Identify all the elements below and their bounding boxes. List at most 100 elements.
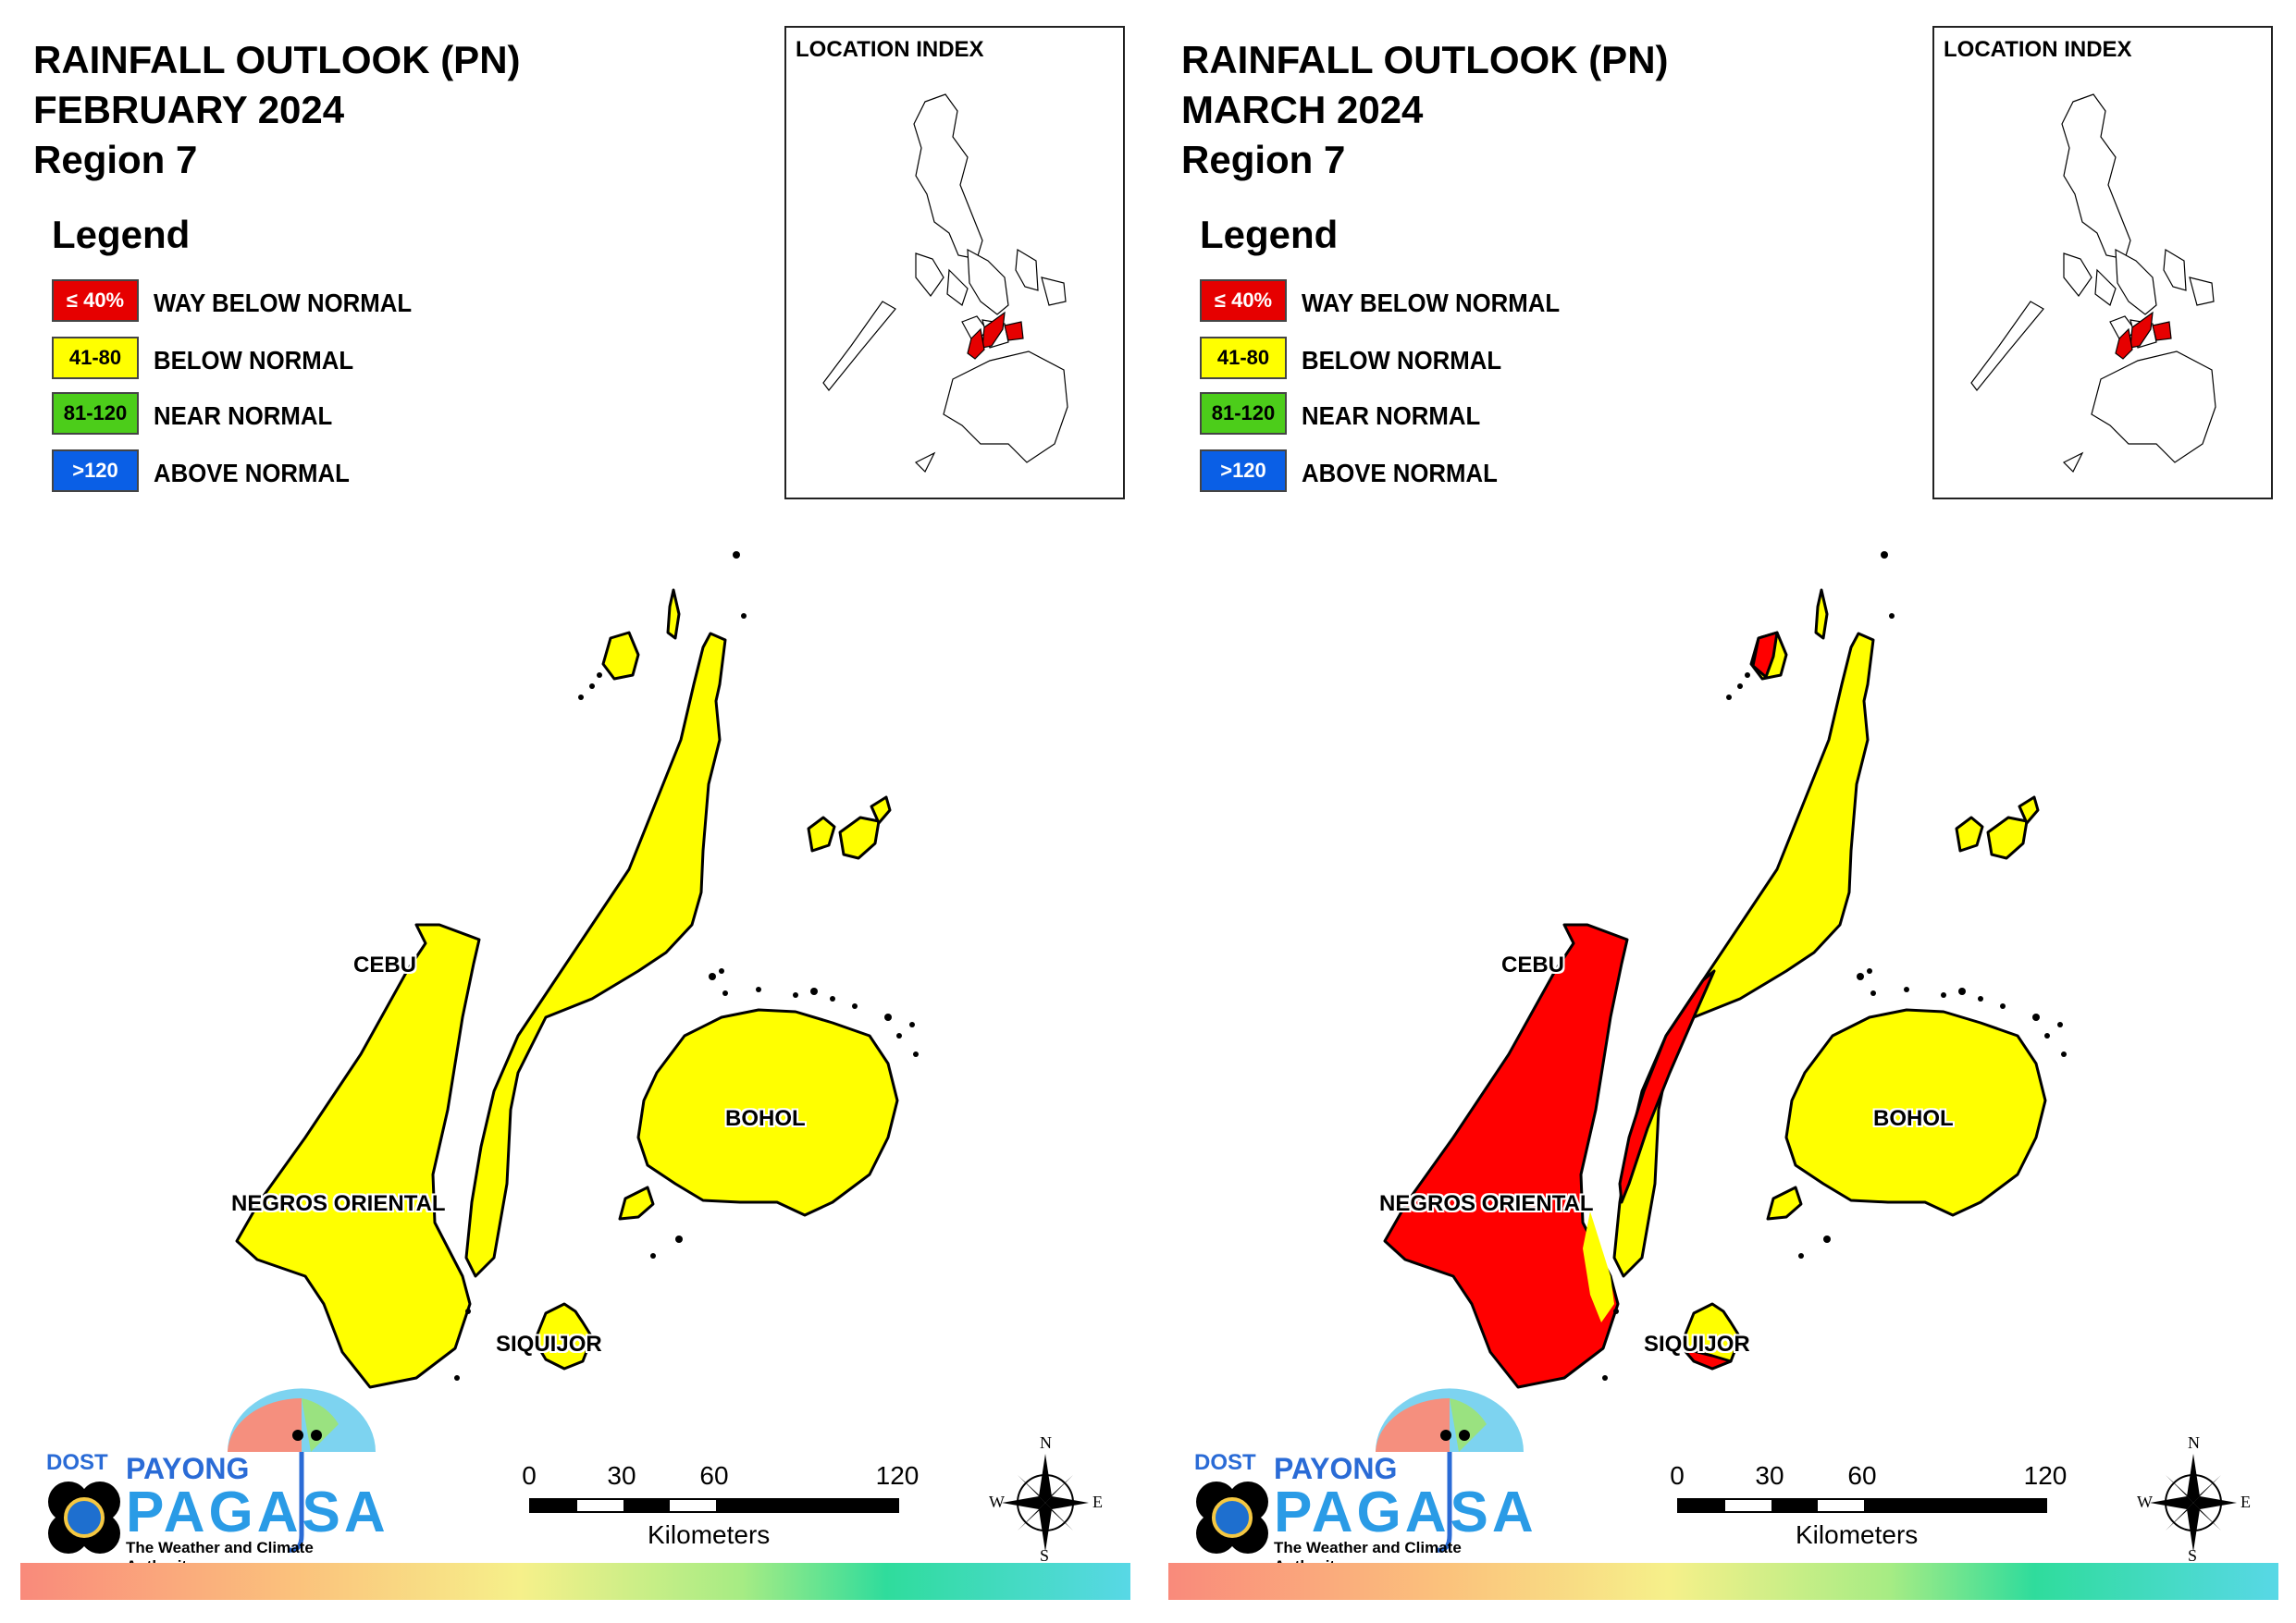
islet-panglao bbox=[1766, 1186, 1803, 1221]
label-siquijor: SIQUIJOR bbox=[496, 1332, 602, 1357]
sun-emblem-icon bbox=[48, 1482, 120, 1554]
compass-rose-icon bbox=[2150, 1454, 2237, 1552]
pagasa-logo: DOST PAYONG PAGASA The Weather and Clima… bbox=[1181, 1387, 1534, 1575]
dost-label: DOST bbox=[1194, 1450, 1256, 1475]
title-line-2: MARCH 2024 bbox=[1181, 88, 1424, 131]
scale-tick-60: 60 bbox=[1847, 1461, 1877, 1490]
islet-camotes-2 bbox=[838, 816, 881, 860]
compass-s: S bbox=[2188, 1546, 2198, 1565]
legend-label: WAY BELOW NORMAL bbox=[154, 289, 413, 317]
islet-camotes-1 bbox=[1955, 816, 1984, 853]
outlook-panel-february: RAINFALL OUTLOOK (PN) FEBRUARY 2024 Regi… bbox=[20, 26, 1130, 1600]
islet-camotes-1 bbox=[807, 816, 836, 853]
compass-n: N bbox=[2188, 1433, 2200, 1452]
scale-unit: Kilometers bbox=[648, 1520, 771, 1549]
label-negros-oriental: NEGROS ORIENTAL bbox=[1379, 1191, 1594, 1216]
label-cebu: CEBU bbox=[353, 953, 417, 977]
islet-panglao bbox=[618, 1186, 655, 1221]
label-bohol: BOHOL bbox=[725, 1106, 806, 1131]
inset-title: LOCATION INDEX bbox=[1944, 37, 2132, 62]
title-line-3: Region 7 bbox=[1181, 138, 1346, 181]
scale-unit: Kilometers bbox=[1796, 1520, 1919, 1549]
label-cebu: CEBU bbox=[1501, 953, 1565, 977]
province-siquijor bbox=[533, 1302, 594, 1371]
legend-label: WAY BELOW NORMAL bbox=[1302, 289, 1561, 317]
province-bohol bbox=[1784, 1008, 2047, 1217]
legend-swatch: 41-80 bbox=[52, 337, 139, 379]
compass-e: E bbox=[2240, 1493, 2251, 1511]
legend-swatch: 81-120 bbox=[52, 392, 139, 435]
legend-label: ABOVE NORMAL bbox=[1302, 459, 1498, 487]
outlook-panel-march: RAINFALL OUTLOOK (PN) MARCH 2024 Region … bbox=[1148, 0, 2296, 1623]
pagasa-label: PAGASA bbox=[126, 1481, 389, 1544]
philippines-locator-map bbox=[822, 93, 1068, 473]
scale-tick-120: 120 bbox=[875, 1461, 920, 1490]
legend-title: Legend bbox=[1200, 213, 1339, 256]
islet-cebu-north-red bbox=[1751, 631, 1779, 679]
legend-swatch: 41-80 bbox=[1200, 337, 1287, 379]
negros-yellow-patch bbox=[1583, 1211, 1614, 1322]
compass-rose-icon bbox=[1002, 1454, 1089, 1552]
province-cebu bbox=[1612, 632, 1875, 1278]
region7-map-february bbox=[235, 551, 919, 1389]
compass-s: S bbox=[1040, 1546, 1050, 1565]
scale-tick-60: 60 bbox=[699, 1461, 729, 1490]
payong-label: PAYONG bbox=[1274, 1452, 1398, 1485]
scale-bar-graphic bbox=[529, 1498, 899, 1513]
title-line-3: Region 7 bbox=[33, 138, 198, 181]
scale-tick-120: 120 bbox=[2023, 1461, 2068, 1490]
legend-label: ABOVE NORMAL bbox=[154, 459, 350, 487]
title-line-1: RAINFALL OUTLOOK (PN) bbox=[1181, 38, 1669, 81]
province-negros-oriental bbox=[1383, 923, 1629, 1389]
title-line-2: FEBRUARY 2024 bbox=[33, 88, 345, 131]
region7-map-march bbox=[1383, 551, 2067, 1389]
scale-bar: 0 30 60 120 Kilometers bbox=[522, 1461, 920, 1554]
legend-label: NEAR NORMAL bbox=[1302, 401, 1481, 430]
pagasa-logo: DOST PAYONG PAGASA The Weather and Clima… bbox=[33, 1387, 386, 1575]
location-index-inset: LOCATION INDEX bbox=[784, 26, 1125, 499]
scale-tick-0: 0 bbox=[1670, 1461, 1685, 1490]
footer-gradient-bar bbox=[20, 1563, 1130, 1600]
umbrella-icon bbox=[1196, 1388, 1524, 1554]
compass-w: W bbox=[989, 1493, 1005, 1511]
islet-bantayan bbox=[666, 588, 681, 640]
dost-label: DOST bbox=[46, 1450, 108, 1475]
legend-swatch: >120 bbox=[52, 449, 139, 492]
legend-label: BELOW NORMAL bbox=[154, 346, 354, 375]
scale-tick-0: 0 bbox=[522, 1461, 537, 1490]
legend-label: NEAR NORMAL bbox=[154, 401, 333, 430]
map-title: RAINFALL OUTLOOK (PN) MARCH 2024 Region … bbox=[1181, 35, 1669, 185]
footer-gradient-bar bbox=[1168, 1563, 2278, 1600]
location-index-inset: LOCATION INDEX bbox=[1932, 26, 2273, 499]
islet-camotes-2 bbox=[1986, 816, 2029, 860]
legend-swatch: >120 bbox=[1200, 449, 1287, 492]
label-negros-oriental: NEGROS ORIENTAL bbox=[231, 1191, 446, 1216]
umbrella-icon bbox=[48, 1388, 376, 1554]
title-line-1: RAINFALL OUTLOOK (PN) bbox=[33, 38, 521, 81]
islet-bantayan bbox=[1814, 588, 1829, 640]
pagasa-label: PAGASA bbox=[1274, 1481, 1537, 1544]
islet-cebu-north bbox=[601, 631, 640, 681]
cebu-red-west-coast bbox=[1618, 969, 1716, 1204]
islet-camotes-3 bbox=[870, 795, 892, 825]
scale-tick-30: 30 bbox=[1755, 1461, 1784, 1490]
province-negros-oriental bbox=[235, 923, 481, 1389]
compass-e: E bbox=[1092, 1493, 1103, 1511]
philippines-locator-map bbox=[1970, 93, 2216, 473]
compass-w: W bbox=[2137, 1493, 2153, 1511]
scale-bar-graphic bbox=[1677, 1498, 2047, 1513]
scale-tick-30: 30 bbox=[607, 1461, 636, 1490]
north-arrow: N S W E bbox=[989, 1433, 1103, 1565]
legend-swatch: ≤ 40% bbox=[52, 279, 139, 322]
payong-label: PAYONG bbox=[126, 1452, 250, 1485]
sun-emblem-icon bbox=[1196, 1482, 1268, 1554]
legend-label: BELOW NORMAL bbox=[1302, 346, 1502, 375]
compass-n: N bbox=[1040, 1433, 1052, 1452]
label-siquijor: SIQUIJOR bbox=[1644, 1332, 1750, 1357]
legend-swatch: 81-120 bbox=[1200, 392, 1287, 435]
label-bohol: BOHOL bbox=[1873, 1106, 1954, 1131]
north-arrow: N S W E bbox=[2137, 1433, 2251, 1565]
legend-swatch: ≤ 40% bbox=[1200, 279, 1287, 322]
province-bohol bbox=[636, 1008, 899, 1217]
islet-camotes-3 bbox=[2018, 795, 2040, 825]
